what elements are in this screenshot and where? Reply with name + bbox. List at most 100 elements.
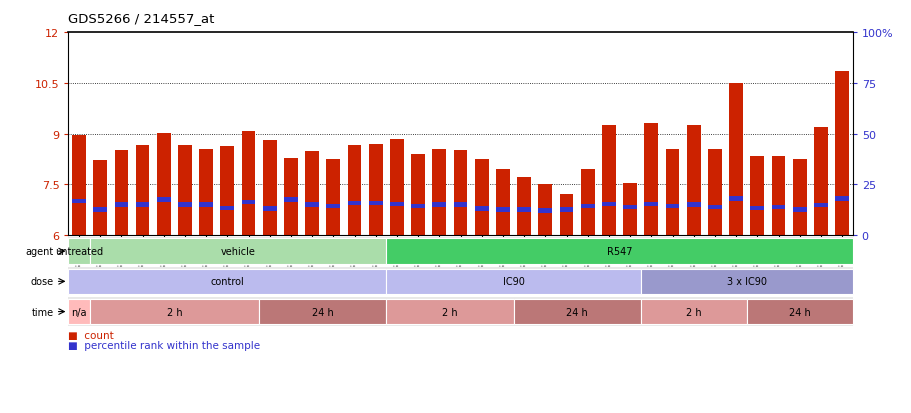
Text: time: time (31, 307, 54, 317)
Bar (262, 207, 276, 211)
Text: GDS5266 / 214557_at: GDS5266 / 214557_at (68, 12, 214, 25)
Text: n/a: n/a (71, 307, 87, 317)
Bar (834, 72, 848, 235)
Text: 2 h: 2 h (167, 307, 182, 317)
Bar (644, 202, 658, 206)
Text: 24 h: 24 h (788, 307, 810, 317)
Bar (390, 202, 404, 206)
Text: 24 h: 24 h (566, 307, 588, 317)
Text: IC90: IC90 (502, 277, 524, 287)
Text: untreated: untreated (55, 247, 103, 256)
Bar (771, 206, 784, 210)
Bar (496, 208, 509, 212)
Bar (792, 159, 805, 235)
Bar (68, 299, 89, 325)
Bar (259, 299, 386, 325)
Bar (601, 126, 615, 235)
Bar (792, 208, 805, 212)
Bar (640, 269, 852, 294)
Bar (665, 204, 679, 209)
Bar (496, 170, 509, 235)
Bar (200, 203, 213, 207)
Bar (368, 145, 383, 235)
Bar (220, 206, 234, 211)
Bar (89, 239, 386, 264)
Bar (241, 131, 255, 235)
Bar (200, 150, 213, 235)
Text: ■  percentile rank within the sample: ■ percentile rank within the sample (68, 341, 261, 351)
Bar (93, 208, 107, 212)
Bar (686, 126, 700, 235)
Text: agent: agent (26, 247, 54, 256)
Text: 2 h: 2 h (442, 307, 457, 317)
Bar (707, 150, 721, 235)
Bar (640, 299, 746, 325)
Bar (746, 299, 852, 325)
Bar (559, 194, 573, 235)
Bar (220, 147, 234, 235)
Bar (157, 198, 170, 202)
Bar (284, 198, 298, 202)
Bar (517, 178, 530, 235)
Bar (347, 146, 361, 235)
Bar (432, 203, 445, 207)
Bar (386, 269, 640, 294)
Bar (262, 141, 276, 235)
Bar (411, 154, 425, 235)
Bar (453, 203, 467, 207)
Bar (453, 150, 467, 235)
Bar (68, 239, 89, 264)
Bar (771, 156, 784, 235)
Bar (622, 206, 636, 210)
Bar (580, 204, 594, 209)
Bar (644, 124, 658, 235)
Bar (136, 146, 149, 235)
Bar (305, 152, 319, 235)
Text: vehicle: vehicle (220, 247, 255, 256)
Bar (601, 202, 615, 206)
Bar (814, 204, 827, 208)
Bar (368, 201, 383, 206)
Bar (580, 170, 594, 235)
Text: 3 x IC90: 3 x IC90 (726, 277, 766, 287)
Bar (729, 197, 742, 201)
Text: R547: R547 (606, 247, 631, 256)
Bar (284, 158, 298, 235)
Bar (475, 159, 488, 235)
Bar (115, 203, 128, 207)
Text: 24 h: 24 h (312, 307, 333, 317)
Bar (326, 159, 340, 235)
Text: ■  count: ■ count (68, 330, 114, 340)
Bar (72, 199, 86, 204)
Bar (386, 239, 852, 264)
Bar (89, 299, 259, 325)
Bar (115, 150, 128, 235)
Bar (537, 209, 552, 214)
Bar (537, 185, 552, 235)
Bar (136, 203, 149, 207)
Bar (686, 203, 700, 207)
Bar (178, 146, 191, 235)
Bar (386, 299, 513, 325)
Bar (665, 150, 679, 235)
Bar (68, 269, 386, 294)
Bar (475, 207, 488, 211)
Bar (729, 84, 742, 235)
Bar (814, 128, 827, 235)
Bar (432, 150, 445, 235)
Text: dose: dose (30, 277, 54, 287)
Bar (305, 203, 319, 207)
Bar (72, 135, 86, 235)
Bar (347, 201, 361, 206)
Bar (178, 203, 191, 207)
Bar (707, 206, 721, 210)
Bar (513, 299, 640, 325)
Bar (517, 208, 530, 212)
Text: 2 h: 2 h (685, 307, 701, 317)
Bar (622, 183, 636, 235)
Bar (411, 204, 425, 209)
Bar (93, 161, 107, 235)
Bar (834, 197, 848, 201)
Bar (390, 139, 404, 235)
Text: control: control (210, 277, 244, 287)
